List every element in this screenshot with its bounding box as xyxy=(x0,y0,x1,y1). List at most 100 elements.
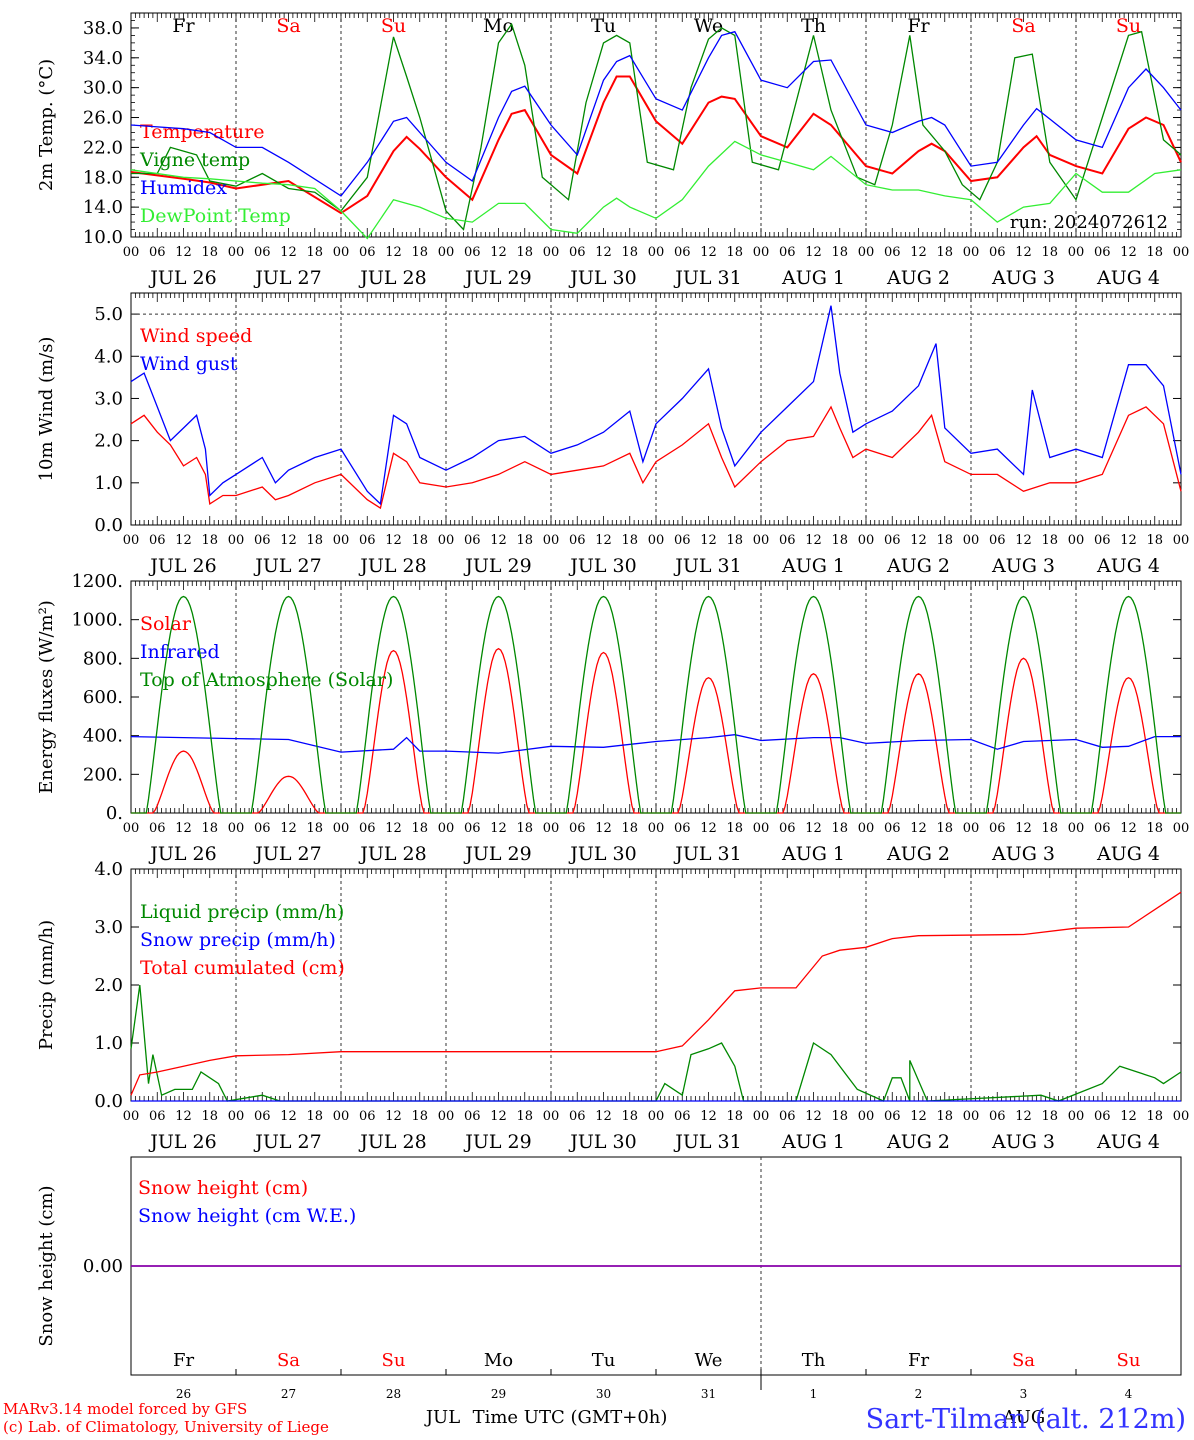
y-tick-label: 4.0 xyxy=(94,859,123,880)
credit-lab: (c) Lab. of Climatology, University of L… xyxy=(3,1418,329,1436)
day-abbr: We xyxy=(694,15,723,37)
hour-tick-label: 06 xyxy=(674,1109,691,1124)
hour-tick-label: 12 xyxy=(490,1109,507,1124)
hour-tick-label: 06 xyxy=(569,533,586,548)
y-tick-label: 1200. xyxy=(71,571,123,592)
day-number: 3 xyxy=(1020,1387,1028,1401)
y-tick-label: 34.0 xyxy=(83,48,123,69)
hour-tick-label: 12 xyxy=(805,533,822,548)
hour-tick-label: 18 xyxy=(411,1109,428,1124)
legend-entry: Infrared xyxy=(140,641,220,663)
hour-tick-label: 18 xyxy=(516,821,533,836)
date-label: AUG 2 xyxy=(886,267,950,289)
date-label: AUG 1 xyxy=(781,267,845,289)
date-label: AUG 4 xyxy=(1096,555,1160,577)
hour-tick-label: 18 xyxy=(621,245,638,260)
hour-tick-label: 00 xyxy=(123,1109,140,1124)
hour-tick-label: 06 xyxy=(1094,533,1111,548)
series-line-liquid-precip-mm-h- xyxy=(130,984,1182,1102)
date-label: JUL 29 xyxy=(463,267,531,289)
date-label: JUL 26 xyxy=(148,555,216,577)
hour-tick-label: 00 xyxy=(1173,1109,1190,1124)
y-tick-label: 5.0 xyxy=(94,304,123,325)
y-axis-label: Precip (mm/h) xyxy=(36,920,57,1050)
hour-tick-label: 00 xyxy=(1068,245,1085,260)
hour-tick-label: 12 xyxy=(910,245,927,260)
y-tick-label: 10.0 xyxy=(83,227,123,248)
hour-tick-label: 06 xyxy=(254,821,271,836)
hour-tick-label: 12 xyxy=(1015,1109,1032,1124)
day-abbr: Sa xyxy=(277,1350,300,1371)
hour-tick-label: 12 xyxy=(1015,821,1032,836)
legend-entry: Snow height (cm) xyxy=(138,1177,308,1199)
hour-tick-label: 18 xyxy=(306,821,323,836)
hour-tick-label: 00 xyxy=(1068,533,1085,548)
day-abbr: Fr xyxy=(173,1350,194,1371)
y-tick-label: 4.0 xyxy=(94,346,123,367)
hour-tick-label: 12 xyxy=(1015,245,1032,260)
hour-tick-label: 00 xyxy=(753,821,770,836)
hour-tick-label: 18 xyxy=(1041,245,1058,260)
hour-tick-label: 06 xyxy=(464,533,481,548)
date-label: AUG 4 xyxy=(1096,267,1160,289)
date-label: AUG 3 xyxy=(991,843,1055,865)
date-label: AUG 4 xyxy=(1096,843,1160,865)
hour-tick-label: 12 xyxy=(805,245,822,260)
hour-tick-label: 12 xyxy=(280,533,297,548)
series-line-humidex xyxy=(130,30,1182,197)
y-tick-label: 3.0 xyxy=(94,388,123,409)
day-number: 28 xyxy=(386,1387,401,1401)
day-number: 2 xyxy=(915,1387,923,1401)
day-abbr: Tu xyxy=(591,15,616,37)
date-label: JUL 29 xyxy=(463,1131,531,1153)
hour-tick-label: 00 xyxy=(858,1109,875,1124)
hour-tick-label: 06 xyxy=(149,821,166,836)
date-label: JUL 28 xyxy=(358,267,426,289)
hour-tick-label: 00 xyxy=(858,245,875,260)
station-label: Sart-Tilman (alt. 212m) xyxy=(866,1404,1186,1435)
panel-2: 00 06 12 18 00 06 12 18 00 06 12 18 00 06 12 18 00 06 12 18… xyxy=(36,292,1189,577)
y-tick-label: 0.0 xyxy=(94,1091,123,1112)
hour-tick-label: 12 xyxy=(385,1109,402,1124)
day-abbr: Sa xyxy=(276,15,300,37)
series-line-vigne-temp xyxy=(131,22,1182,231)
y-tick-label: 1000. xyxy=(71,610,123,631)
hour-tick-label: 12 xyxy=(1120,245,1137,260)
hour-tick-label: 12 xyxy=(700,245,717,260)
hour-tick-label: 12 xyxy=(280,245,297,260)
legend-entry: Liquid precip (mm/h) xyxy=(140,901,344,923)
day-abbr: Sa xyxy=(1012,1350,1035,1371)
hour-tick-label: 00 xyxy=(228,533,245,548)
hour-tick-label: 06 xyxy=(569,821,586,836)
date-label: JUL 31 xyxy=(673,843,741,865)
day-abbr: Fr xyxy=(172,15,195,37)
date-label: JUL 30 xyxy=(568,267,636,289)
hour-tick-label: 06 xyxy=(1094,1109,1111,1124)
hour-tick-label: 12 xyxy=(175,533,192,548)
y-tick-label: 14.0 xyxy=(83,197,123,218)
panel-5: 0.00 Snow height (cm) Snow height (cm) Snow… xyxy=(36,1156,1186,1435)
credits: MARv3.14 model forced by GFS (c) Lab. of… xyxy=(3,1400,329,1436)
date-label: JUL 27 xyxy=(253,843,321,865)
hour-tick-label: 18 xyxy=(411,245,428,260)
hour-tick-label: 00 xyxy=(1173,245,1190,260)
hour-tick-label: 00 xyxy=(963,821,980,836)
hour-tick-label: 12 xyxy=(490,533,507,548)
hour-tick-label: 00 xyxy=(1068,821,1085,836)
day-number: 1 xyxy=(810,1387,818,1401)
hour-tick-label: 18 xyxy=(936,533,953,548)
hour-tick-label: 00 xyxy=(858,821,875,836)
month-label-jul: JUL xyxy=(424,1407,460,1428)
legend-entry: Solar xyxy=(140,613,192,635)
series-line-total-cumulated-cm- xyxy=(130,891,1182,1096)
date-label: AUG 3 xyxy=(991,267,1055,289)
day-abbr: Th xyxy=(802,1350,826,1371)
series-line-dewpoint-temp xyxy=(130,140,1182,240)
day-abbr: Fr xyxy=(907,15,930,37)
hour-tick-label: 18 xyxy=(201,821,218,836)
hour-tick-label: 06 xyxy=(884,245,901,260)
hour-tick-label: 12 xyxy=(385,245,402,260)
hour-tick-label: 00 xyxy=(963,245,980,260)
legend-entry: Wind gust xyxy=(140,353,238,375)
y-axis-label: 2m Temp. (°C) xyxy=(36,59,57,191)
